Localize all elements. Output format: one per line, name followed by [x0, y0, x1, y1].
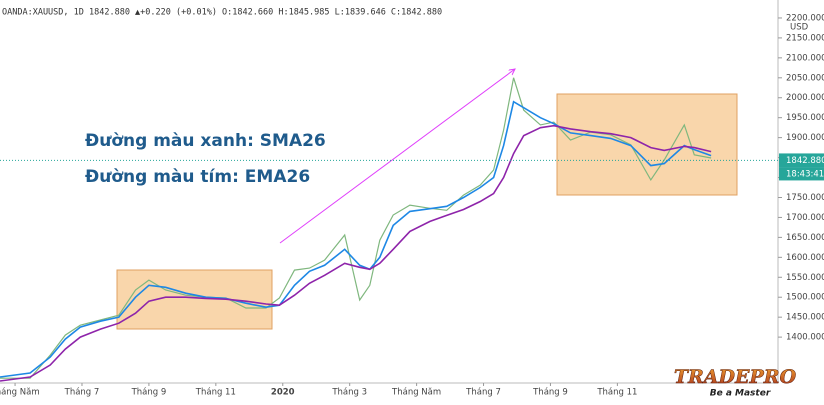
- x-tick-label: Tháng 9: [131, 388, 167, 398]
- y-tick-label: 1700.000: [786, 213, 824, 223]
- x-tick-label: Tháng Năm: [391, 388, 441, 398]
- series-line: [0, 124, 712, 382]
- y-tick-label: 2050.000: [786, 73, 824, 83]
- x-tick-label: Tháng 11: [596, 388, 637, 398]
- y-tick-label: 2000.000: [786, 93, 824, 103]
- trend-arrow: [279, 69, 515, 244]
- x-tick-label: Tháng 3: [331, 388, 367, 398]
- y-tick-label: 1750.000: [786, 193, 824, 203]
- y-tick-label: 1650.000: [786, 233, 824, 243]
- x-tick-label: Tháng Năm: [0, 388, 40, 398]
- logo-slogan: Be a Master: [710, 389, 771, 399]
- y-tick-label: 1400.000: [786, 333, 824, 343]
- y-tick-label: 2150.000: [786, 33, 824, 43]
- y-tick-label: 1900.000: [786, 133, 824, 143]
- header: OANDA:XAUUSD, 1D 1842.880 ▲+0.220 (+0.01…: [2, 8, 442, 18]
- y-tick-label: 2200.000: [786, 13, 824, 23]
- x-tick-label: 2020: [271, 388, 295, 398]
- x-tick-label: Tháng 9: [532, 388, 568, 398]
- last-price-box: [779, 153, 824, 168]
- last-time-label: 18:43:41: [786, 169, 824, 179]
- y-tick-label: 2100.000: [786, 53, 824, 63]
- y-unit: USD: [790, 23, 809, 33]
- highlight-box: [556, 93, 738, 196]
- last-time-box: [779, 167, 824, 181]
- logo-title: TRADEPRO: [674, 366, 797, 388]
- annotation: Đường màu tím: EMA26: [85, 167, 310, 187]
- x-tick-label: Tháng 11: [195, 388, 236, 398]
- series-line: [0, 100, 712, 378]
- annotation: Đường màu xanh: SMA26: [85, 131, 326, 151]
- x-tick-label: Tháng 7: [64, 388, 100, 398]
- last-price-label: 1842.880: [786, 156, 824, 166]
- y-tick-label: 1600.000: [786, 253, 824, 263]
- x-tick-label: Tháng 7: [465, 388, 501, 398]
- y-tick-label: 1950.000: [786, 113, 824, 123]
- y-tick-label: 1450.000: [786, 313, 824, 323]
- y-tick-label: 1500.000: [786, 293, 824, 303]
- highlight-box: [116, 269, 273, 330]
- y-tick-label: 1550.000: [786, 273, 824, 283]
